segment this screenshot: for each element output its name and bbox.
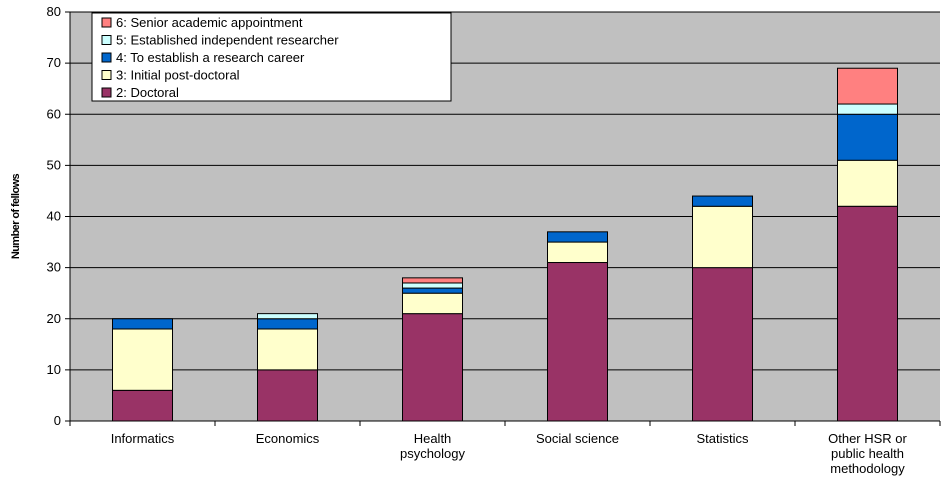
legend-box (91, 12, 452, 102)
legend-swatch (101, 17, 112, 28)
x-tick-label: methodology (830, 461, 905, 476)
x-tick-label: psychology (400, 446, 466, 461)
y-tick-label: 80 (47, 4, 61, 19)
legend-label: 3: Initial post-doctoral (116, 68, 240, 83)
x-tick-label: Statistics (696, 431, 749, 446)
legend-swatch (101, 52, 112, 63)
legend-swatch (101, 35, 112, 45)
legend: 6: Senior academic appointment 5: Establi… (91, 12, 452, 102)
y-tick-label: 40 (47, 209, 61, 224)
legend-label: 4: To establish a research career (116, 50, 305, 65)
bar-segment (837, 113, 898, 161)
bar-segment (547, 241, 608, 264)
legend-label: 5: Established independent researcher (116, 33, 339, 48)
bar-segment (692, 267, 753, 422)
x-tick-label: Social science (536, 431, 619, 446)
bar-segment (112, 318, 173, 330)
y-tick-label: 50 (47, 157, 61, 172)
x-tick-label: public health (831, 446, 904, 461)
bars (112, 67, 898, 422)
bar-segment (257, 313, 318, 320)
y-tick-label: 10 (47, 362, 61, 377)
bar-segment (837, 103, 898, 115)
y-tick-label: 0 (54, 413, 61, 428)
bar-segment (402, 287, 463, 294)
x-tick-label: Economics (256, 431, 320, 446)
bar-segment (112, 389, 173, 422)
legend-label: 6: Senior academic appointment (116, 15, 303, 30)
y-tick-label: 60 (47, 106, 61, 121)
x-tick-label: Other HSR or (828, 431, 907, 446)
legend-swatch (101, 87, 112, 98)
bar-segment (257, 369, 318, 422)
bar-segment (402, 282, 463, 289)
bar-segment (837, 67, 898, 105)
bar-segment (257, 328, 318, 371)
x-tick-label: Informatics (111, 431, 175, 446)
bar-segment (547, 262, 608, 422)
bar-segment (692, 205, 753, 269)
y-tick-label: 70 (47, 55, 61, 70)
bar-segment (402, 277, 463, 284)
y-tick-label: 30 (47, 260, 61, 275)
y-tick-label: 20 (47, 311, 61, 326)
legend-label: 2: Doctoral (116, 85, 179, 100)
bar-segment (692, 195, 753, 207)
y-axis-label: Number of fellows (10, 173, 22, 259)
bar-segment (257, 318, 318, 330)
bar-segment (547, 231, 608, 243)
bar-segment (837, 205, 898, 422)
y-axis: 0 10 20 30 40 50 60 70 80 (47, 4, 71, 428)
x-tick-label: Health (414, 431, 452, 446)
bar-segment (402, 292, 463, 315)
bar-segment (112, 328, 173, 391)
bar-segment (837, 159, 898, 207)
bar-segment (402, 313, 463, 422)
legend-swatch (101, 70, 112, 80)
